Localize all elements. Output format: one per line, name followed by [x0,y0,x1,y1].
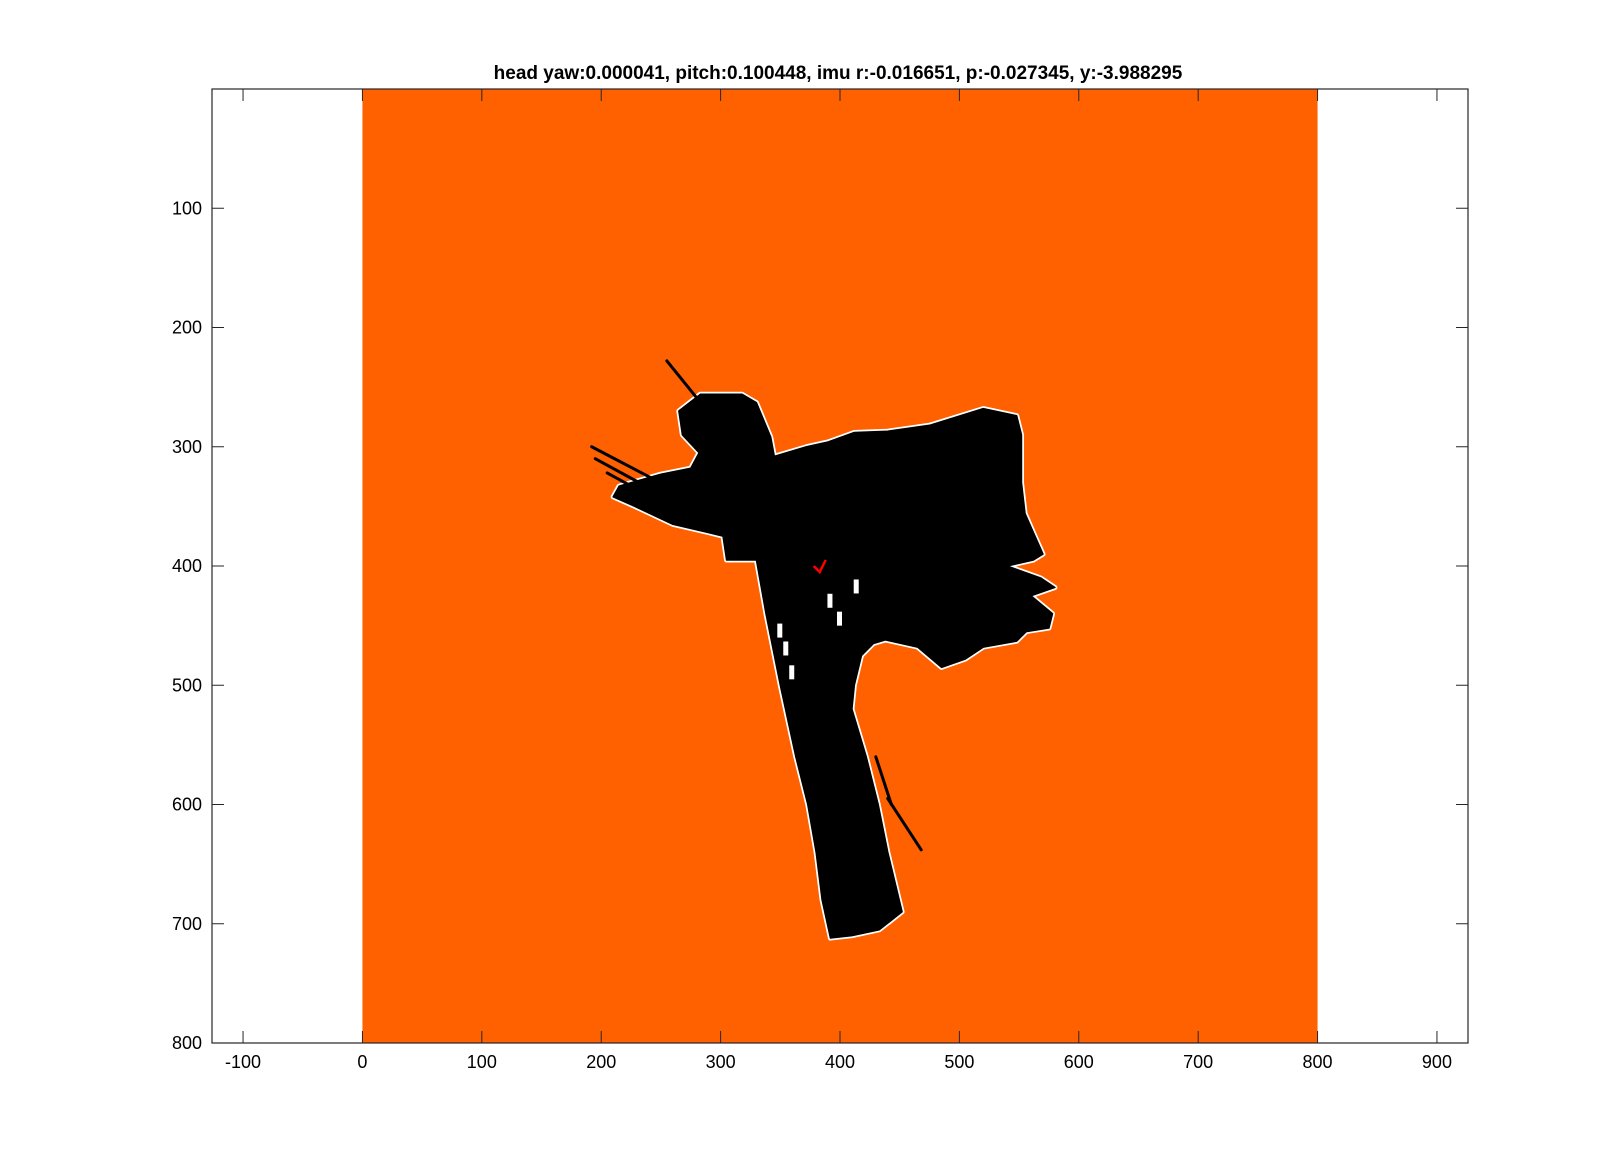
y-tick-label: 100 [172,198,202,218]
scan-ray [593,457,663,496]
x-tick-label: 400 [825,1052,855,1072]
scan-ray [874,755,893,806]
y-tick-label: 400 [172,556,202,576]
y-tick-label: 700 [172,914,202,934]
x-tick-label: 300 [706,1052,736,1072]
occupied-cell [783,641,789,656]
x-tick-label: 700 [1183,1052,1213,1072]
y-tick-label: 300 [172,437,202,457]
scan-ray [886,797,923,852]
scan-ray [665,359,729,437]
y-tick-label: 500 [172,675,202,695]
x-tick-label: 900 [1422,1052,1452,1072]
y-tick-label: 200 [172,318,202,338]
x-axis: -100 0 100 200 300 400 500 600 700 800 900 [225,89,1452,1072]
y-tick-label: 600 [172,795,202,815]
scan-ray [605,471,675,511]
x-tick-label: -100 [225,1052,261,1072]
occupied-cell [789,665,795,680]
occupied-cell [837,611,842,626]
scan-ray [590,445,669,488]
x-tick-label: 500 [944,1052,974,1072]
x-tick-label: 100 [467,1052,497,1072]
plot-area: -100 0 100 200 300 400 500 600 700 800 900 100 200 3… [172,88,1469,1072]
y-axis: 100 200 300 400 500 600 700 800 [172,198,1468,1053]
x-tick-label: 200 [586,1052,616,1072]
scan-ray [850,600,985,628]
scan-ray [838,590,938,634]
occupied-cell [777,623,783,638]
y-tick-label: 800 [172,1033,202,1053]
x-tick-label: 600 [1064,1052,1094,1072]
map-layer [590,359,1058,941]
x-tick-label: 800 [1303,1052,1333,1072]
occupied-cell [853,579,859,594]
chart-title: head yaw:0.000041, pitch:0.100448, imu r… [494,63,1183,84]
robot-marker [812,559,827,575]
scan-ray [832,606,961,651]
x-tick-label: 0 [357,1052,367,1072]
free-space-region [612,393,1056,939]
occupied-cell [827,593,833,608]
